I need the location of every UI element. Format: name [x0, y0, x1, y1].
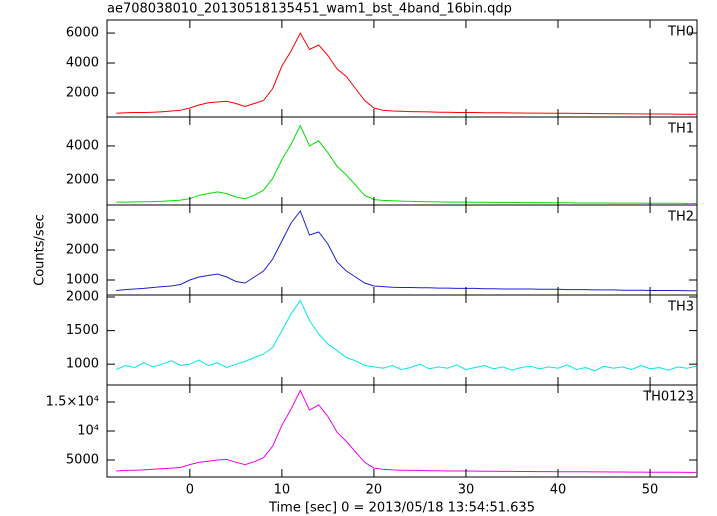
y-tick-label: 2000: [66, 290, 99, 305]
chart-title: ae708038010_20130518135451_wam1_bst_4ban…: [107, 2, 512, 17]
y-tick-label: 1.5×10⁴: [46, 394, 99, 409]
x-tick-label: 0: [186, 483, 194, 498]
y-tick-label: 4000: [66, 138, 99, 153]
panel-frame: [106, 204, 698, 296]
data-line: [116, 389, 697, 473]
x-tick-label: 10: [274, 483, 291, 498]
y-tick-label: 3000: [66, 213, 99, 228]
x-tick-label: 30: [458, 483, 475, 498]
panel-label: TH0: [667, 25, 694, 40]
y-tick-label: 1500: [66, 323, 99, 338]
y-tick-label: 2000: [66, 86, 99, 101]
y-tick-label: 1000: [66, 357, 99, 372]
x-tick-label: 40: [550, 483, 567, 498]
x-tick-label: 50: [642, 483, 659, 498]
x-tick-label: 20: [366, 483, 383, 498]
y-tick-label: 2000: [66, 172, 99, 187]
panel-frame: [106, 116, 698, 206]
panel-label: TH1: [667, 122, 694, 137]
y-tick-label: 5000: [66, 453, 99, 468]
panel-frame: [106, 294, 698, 386]
panel-label: TH0123: [642, 390, 694, 405]
y-axis-label: Counts/sec: [33, 214, 48, 286]
data-line: [116, 209, 697, 292]
panel-frame: [106, 19, 698, 118]
data-line: [116, 124, 697, 204]
data-line: [116, 31, 697, 115]
panel-label: TH2: [667, 210, 694, 225]
y-tick-label: 2000: [66, 243, 99, 258]
data-line: [115, 299, 697, 372]
y-tick-label: 10⁴: [77, 424, 99, 439]
y-tick-label: 6000: [66, 26, 99, 41]
panel-label: TH3: [667, 300, 694, 315]
y-tick-label: 4000: [66, 56, 99, 71]
x-axis-label: Time [sec] 0 = 2013/05/18 13:54:51.635: [268, 501, 535, 516]
y-tick-label: 1000: [66, 273, 99, 288]
